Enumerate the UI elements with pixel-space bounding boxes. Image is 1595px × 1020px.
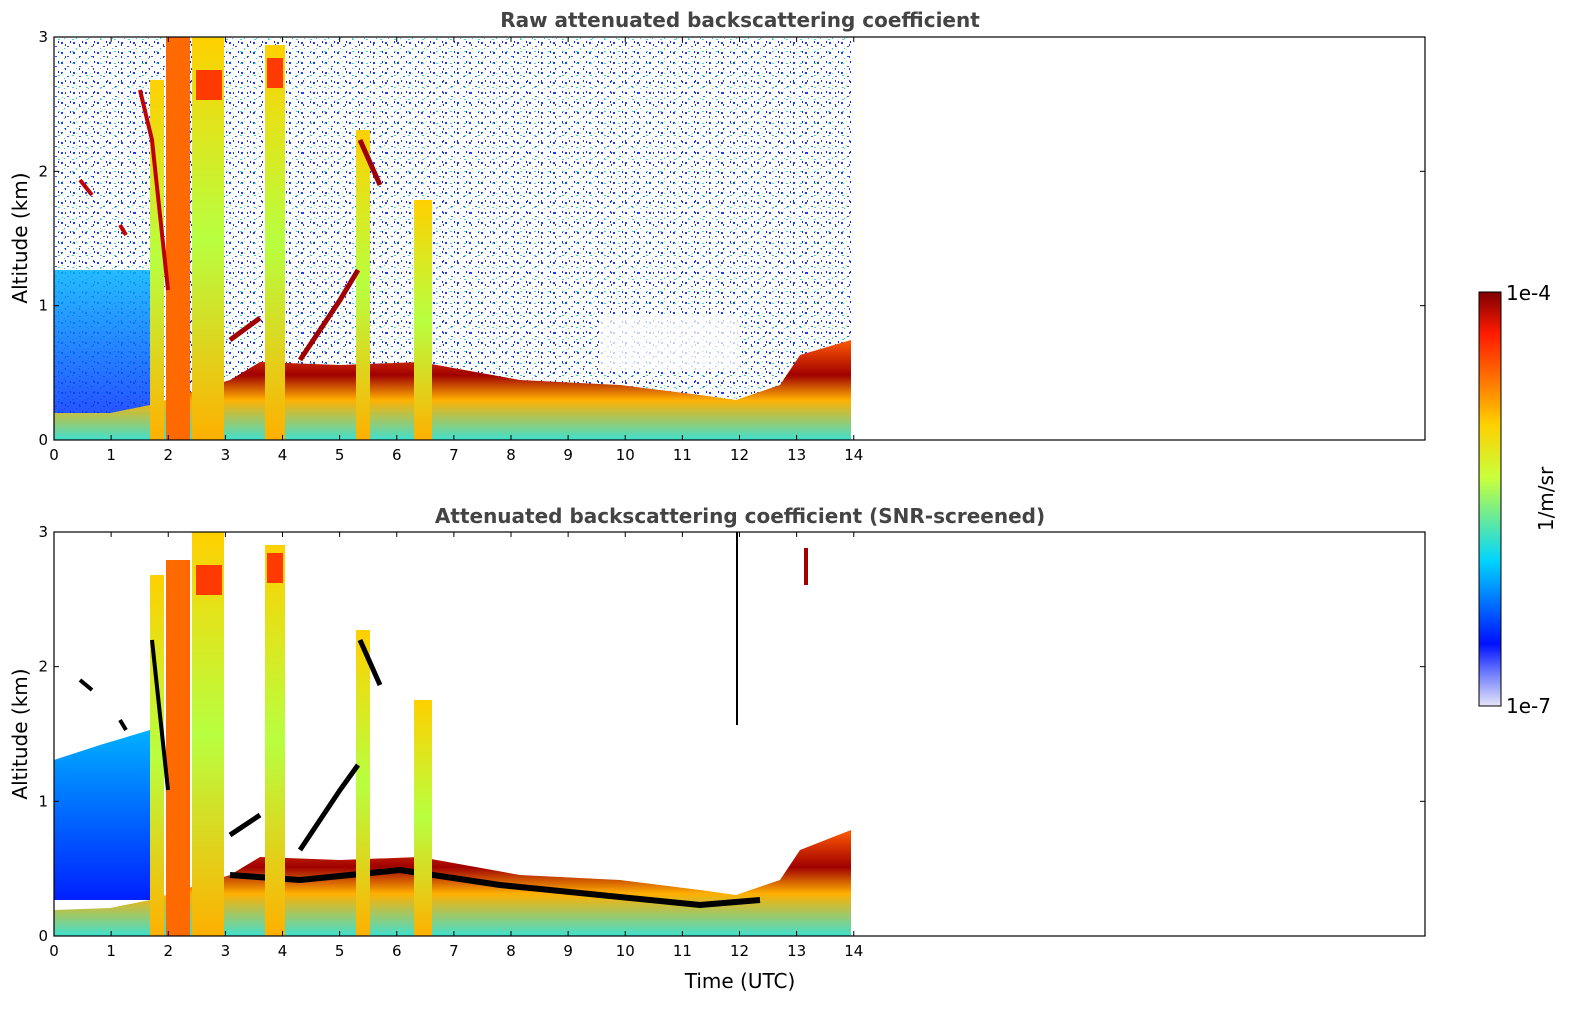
panel-raw: Raw attenuated backscattering coefficien… [8, 8, 1426, 464]
panel-screened-y-tick-label: 1 [38, 792, 48, 810]
plume-cap [267, 553, 283, 583]
panel-screened-x-ticks: 0 1 2 3 4 5 6 7 8 9 10 11 12 13 14 [49, 532, 863, 960]
plume-cap [196, 70, 222, 100]
panel-screened-ylabel: Altitude (km) [8, 668, 32, 799]
plume-column [166, 560, 190, 936]
plume-column [166, 37, 190, 440]
panel-raw-x-tick-label: 6 [392, 446, 402, 464]
surface-aerosol-layer [54, 830, 851, 936]
panel-screened-y-tick-label: 2 [38, 658, 48, 676]
panel-raw-title: Raw attenuated backscattering coefficien… [500, 8, 980, 32]
plume-column [192, 37, 224, 440]
colorbar-label: 1/m/sr [1534, 466, 1558, 531]
panel-raw-x-tick-label: 13 [787, 446, 806, 464]
panel-raw-x-tick-label: 9 [563, 446, 573, 464]
surface-aerosol-layer [54, 340, 851, 440]
panel-raw-x-tick-label: 5 [335, 446, 345, 464]
saturated-layer [229, 866, 761, 909]
elevated-layer [78, 89, 170, 291]
panel-raw-x-tick-label: 2 [163, 446, 173, 464]
plume-column [356, 130, 370, 440]
panel-screened-x-tick-label: 2 [163, 942, 173, 960]
panel-raw-x-tick-label: 7 [449, 446, 459, 464]
panel-screened-x-tick-label: 4 [278, 942, 288, 960]
panel-raw-heatmap [54, 37, 851, 440]
clear-region [600, 315, 740, 370]
panel-raw-x-tick-label: 10 [616, 446, 635, 464]
plume-column [150, 575, 164, 936]
elevated-layer [228, 638, 383, 852]
panel-screened-xlabel: Time (UTC) [684, 969, 796, 993]
plume-column [265, 545, 285, 936]
panel-screened-y-tick-label: 0 [38, 927, 48, 945]
panel-raw-x-tick-label: 0 [49, 446, 59, 464]
panel-screened-x-tick-label: 8 [506, 942, 516, 960]
panel-screened-x-tick-label: 11 [673, 942, 692, 960]
panel-screened-x-tick-label: 0 [49, 942, 59, 960]
blue-residual-layer [54, 730, 152, 900]
panel-screened: Attenuated backscattering coefficient (S… [8, 504, 1426, 993]
colorbar-min-label: 1e-7 [1506, 694, 1551, 718]
panel-screened-x-tick-label: 10 [616, 942, 635, 960]
panel-raw-y-tick-label: 1 [38, 297, 48, 315]
panel-screened-x-tick-label: 5 [335, 942, 345, 960]
plume-column [414, 700, 432, 936]
panel-screened-title: Attenuated backscattering coefficient (S… [435, 504, 1045, 528]
colorbar-gradient [1478, 291, 1502, 707]
panel-raw-x-ticks: 0 1 2 3 4 5 6 7 8 9 10 11 12 13 14 [49, 37, 863, 464]
panel-screened-x-tick-label: 9 [563, 942, 573, 960]
plume-column [192, 532, 224, 936]
plume-cap [267, 58, 283, 88]
plume-column [414, 200, 432, 440]
elevated-layer [78, 639, 170, 791]
panel-raw-x-tick-label: 8 [506, 446, 516, 464]
colorbar: 1e-4 1e-7 1/m/sr [1478, 281, 1558, 718]
panel-raw-x-tick-label: 11 [673, 446, 692, 464]
panel-screened-x-tick-label: 6 [392, 942, 402, 960]
panel-screened-x-tick-label: 1 [106, 942, 116, 960]
panel-raw-x-tick-label: 1 [106, 446, 116, 464]
panel-raw-y-tick-label: 3 [38, 28, 48, 46]
plume-column [265, 45, 285, 440]
panel-raw-y-ticks: 0 1 2 3 [38, 28, 1425, 449]
panel-screened-y-ticks: 0 1 2 3 [38, 523, 1425, 945]
panel-screened-x-tick-label: 12 [730, 942, 749, 960]
panel-screened-x-tick-label: 13 [787, 942, 806, 960]
panel-raw-x-tick-label: 14 [844, 446, 863, 464]
panel-raw-ylabel: Altitude (km) [8, 172, 32, 303]
plume-column [356, 630, 370, 936]
panel-screened-x-tick-label: 7 [449, 942, 459, 960]
panel-raw-y-tick-label: 2 [38, 162, 48, 180]
panel-screened-heatmap [54, 532, 851, 936]
panel-screened-x-tick-label: 14 [844, 942, 863, 960]
panel-raw-x-tick-label: 4 [278, 446, 288, 464]
plume-cap [196, 565, 222, 595]
colorbar-max-label: 1e-4 [1506, 281, 1551, 305]
panel-raw-x-tick-label: 3 [221, 446, 231, 464]
panel-raw-x-tick-label: 12 [730, 446, 749, 464]
panel-screened-x-tick-label: 3 [221, 942, 231, 960]
panel-screened-y-tick-label: 3 [38, 523, 48, 541]
elevated-layer [228, 138, 383, 362]
panel-raw-y-tick-label: 0 [38, 431, 48, 449]
